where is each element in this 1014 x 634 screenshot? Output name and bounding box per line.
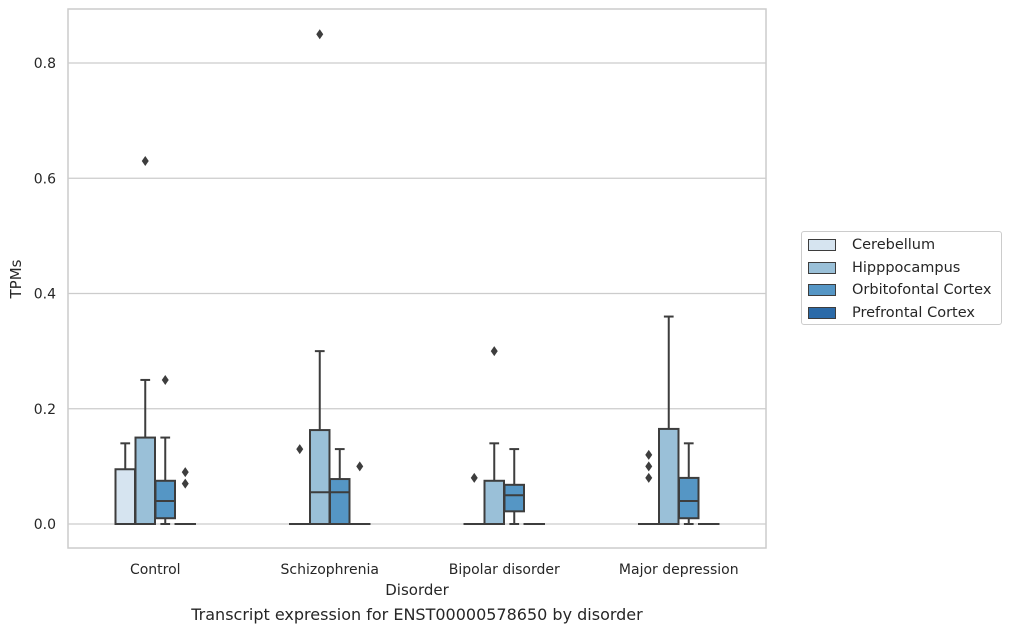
y-tick-label-3: 0.6 bbox=[34, 171, 56, 187]
outlier-point-2 bbox=[645, 449, 653, 460]
box-3-0 bbox=[174, 467, 196, 526]
y-axis-title: TPMs bbox=[7, 259, 25, 299]
box-iqr bbox=[154, 479, 176, 520]
legend-label-cerebellum: Cerebellum bbox=[852, 237, 936, 253]
legend-item-hippocampus: Hipppocampus bbox=[808, 258, 960, 278]
box-2-2 bbox=[503, 448, 525, 525]
box-iqr bbox=[503, 483, 525, 513]
legend-swatch-prefrontal bbox=[808, 307, 836, 319]
outlier-point-0 bbox=[470, 472, 478, 483]
x-tick-label-1: Schizophrenia bbox=[281, 562, 379, 578]
legend: Cerebellum Hipppocampus Orbitofontal Cor… bbox=[801, 231, 1002, 325]
legend-label-orbitofrontal: Orbitofontal Cortex bbox=[852, 282, 992, 298]
y-tick-label-1: 0.2 bbox=[34, 402, 56, 418]
x-tick-label-2: Bipolar disorder bbox=[449, 562, 560, 578]
box-1-0 bbox=[134, 155, 156, 525]
box-0-3 bbox=[638, 449, 660, 526]
box-iqr bbox=[329, 478, 351, 525]
outlier-point-0 bbox=[356, 461, 364, 472]
box-iqr bbox=[134, 436, 156, 525]
box-0-2 bbox=[463, 472, 485, 526]
outlier-point-1 bbox=[645, 461, 653, 472]
x-tick-label-0: Control bbox=[130, 562, 181, 578]
box-iqr bbox=[114, 468, 136, 526]
legend-item-orbitofrontal: Orbitofontal Cortex bbox=[808, 280, 991, 300]
legend-swatch-cerebellum bbox=[808, 239, 836, 251]
box-plot-series bbox=[114, 29, 720, 526]
legend-label-prefrontal: Prefrontal Cortex bbox=[852, 305, 975, 321]
y-axis-ticks: 0.0 0.2 0.4 0.6 0.8 bbox=[34, 56, 56, 533]
x-axis-ticks: Control Schizophrenia Bipolar disorder Majo… bbox=[130, 562, 739, 578]
outlier-point-0 bbox=[490, 346, 498, 357]
box-2-1 bbox=[329, 448, 351, 525]
x-axis-title: Disorder bbox=[385, 581, 449, 599]
outlier-point-1 bbox=[181, 467, 189, 478]
outlier-point-0 bbox=[316, 29, 324, 40]
plot-frame bbox=[67, 8, 767, 549]
legend-item-prefrontal: Prefrontal Cortex bbox=[808, 303, 975, 323]
box-1-3 bbox=[658, 315, 680, 526]
outlier-point-0 bbox=[181, 478, 189, 489]
y-tick-label-4: 0.8 bbox=[34, 56, 56, 72]
box-1-2 bbox=[483, 346, 505, 525]
box-3-1 bbox=[349, 461, 371, 526]
legend-item-cerebellum: Cerebellum bbox=[808, 235, 935, 255]
box-iqr bbox=[483, 479, 505, 525]
figure-caption: Transcript expression for ENST0000057865… bbox=[191, 605, 643, 624]
box-0-0 bbox=[114, 442, 136, 526]
box-1-1 bbox=[309, 29, 331, 526]
y-tick-label-2: 0.4 bbox=[34, 287, 56, 303]
box-0-1 bbox=[289, 444, 311, 526]
box-2-0 bbox=[154, 374, 176, 525]
box-iqr bbox=[309, 429, 331, 526]
legend-swatch-orbitofrontal bbox=[808, 284, 836, 296]
box-iqr bbox=[658, 427, 680, 526]
outlier-point-0 bbox=[296, 444, 304, 455]
box-2-3 bbox=[678, 442, 700, 525]
outlier-point-0 bbox=[161, 374, 169, 385]
outlier-point-0 bbox=[645, 472, 653, 483]
legend-swatch-hippocampus bbox=[808, 262, 836, 274]
y-tick-label-0: 0.0 bbox=[34, 517, 56, 533]
x-tick-label-3: Major depression bbox=[619, 562, 739, 578]
legend-label-hippocampus: Hipppocampus bbox=[852, 260, 961, 276]
outlier-point-0 bbox=[141, 155, 149, 166]
box-iqr bbox=[678, 476, 700, 520]
